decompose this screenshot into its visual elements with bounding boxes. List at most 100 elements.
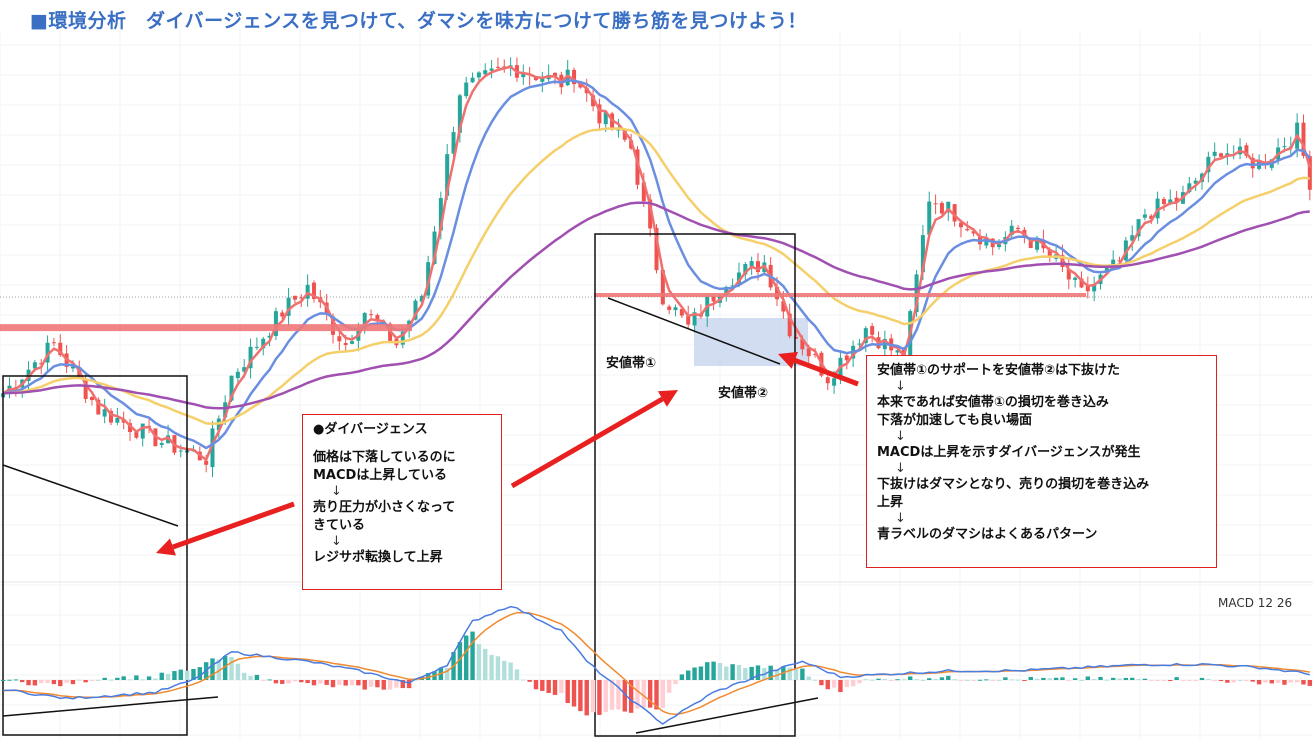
candle-body	[622, 129, 627, 140]
macd-histogram-bar	[895, 679, 900, 681]
macd-histogram-bar	[914, 679, 919, 681]
macd-histogram-bar	[45, 680, 50, 683]
candle-body	[51, 342, 56, 344]
note-line: 本来であれば安値帯①の損切を巻き込み	[877, 395, 1109, 410]
note-line: 青ラベルのダマシはよくあるパターン	[877, 527, 1098, 542]
note-line: きている	[313, 518, 366, 533]
macd-histogram-bar	[1301, 680, 1306, 685]
macd-histogram-bar	[546, 680, 551, 694]
macd-histogram-bar	[939, 677, 945, 680]
ma-mid-line	[2, 79, 1311, 450]
macd-histogram-bar	[121, 676, 126, 680]
candle-body	[109, 410, 114, 423]
macd-trendline-left	[2, 696, 219, 717]
macd-histogram-bar	[1237, 679, 1243, 681]
candle-body	[261, 338, 266, 349]
macd-histogram-bar	[717, 662, 723, 680]
macd-histogram-bar	[83, 680, 88, 683]
macd-histogram-bar	[197, 667, 203, 680]
macd-histogram-bar	[1199, 677, 1205, 680]
candle-body	[311, 282, 316, 299]
macd-histogram-bar	[483, 648, 488, 680]
macd-histogram-bar	[559, 680, 564, 693]
candle-body	[419, 295, 424, 302]
candle-body	[648, 199, 653, 229]
candle-body	[1009, 225, 1014, 235]
macd-histogram-bar	[869, 679, 875, 681]
macd-histogram-bar	[749, 666, 754, 680]
price-trendline-left	[2, 464, 179, 527]
macd-indicator-label: MACD 12 26	[1218, 596, 1293, 610]
macd-histogram-bar	[305, 680, 310, 684]
macd-histogram-bar	[356, 680, 361, 686]
macd-histogram-bar	[108, 679, 114, 681]
macd-histogram-bar	[565, 680, 570, 703]
arrow-to-left-divergence-head	[156, 538, 176, 556]
macd-histogram-bar	[1187, 680, 1192, 681]
macd-histogram-bar	[127, 679, 133, 681]
macd-histogram-bar	[1282, 680, 1287, 685]
candle-body	[96, 399, 101, 415]
macd-histogram-bar	[165, 673, 171, 680]
candle-body	[794, 337, 799, 339]
macd-histogram-bar	[184, 670, 190, 680]
macd-histogram-bar	[965, 679, 970, 681]
candle-body	[863, 328, 868, 344]
macd-histogram-bar	[1110, 677, 1116, 680]
macd-histogram-bar	[628, 680, 634, 713]
macd-histogram-bar	[267, 679, 272, 681]
candle-body	[280, 312, 285, 317]
macd-histogram-bar	[984, 679, 989, 681]
macd-histogram-bar	[888, 680, 894, 681]
candle-body	[1111, 259, 1116, 267]
macd-histogram-bar	[191, 668, 196, 680]
macd-histogram-bar	[387, 680, 393, 690]
macd-histogram-bar	[134, 675, 139, 680]
candle-body	[927, 201, 932, 235]
candle-body	[1079, 278, 1084, 288]
candle-body	[673, 307, 678, 311]
macd-histogram-bar	[527, 680, 532, 682]
macd-histogram-bar	[381, 680, 386, 690]
macd-histogram-bar	[1288, 680, 1293, 683]
macd-histogram-bar	[1269, 680, 1274, 684]
macd-histogram-bar	[394, 680, 399, 688]
macd-line	[3, 605, 1310, 725]
candle-body	[1307, 156, 1312, 190]
macd-histogram-bar	[349, 680, 355, 686]
candle-body	[813, 353, 818, 355]
macd-histogram-bar	[1060, 677, 1065, 680]
macd-histogram-bar	[343, 680, 348, 686]
candle-body	[1142, 214, 1147, 218]
candle-body	[470, 77, 475, 83]
candle-body	[686, 315, 691, 325]
arrow-from-fakeout-note-head	[778, 351, 799, 369]
candle-body	[102, 409, 107, 417]
macd-histogram-bar	[13, 679, 19, 681]
candle-body	[603, 112, 608, 125]
candle-body	[800, 338, 805, 350]
candle-body	[476, 72, 481, 78]
macd-histogram-bar	[1104, 679, 1110, 681]
candle-body	[438, 198, 443, 231]
macd-histogram-bar	[375, 680, 380, 688]
macd-histogram-bar	[793, 669, 799, 680]
macd-histogram-bar	[812, 679, 818, 681]
macd-histogram-bar	[882, 678, 888, 680]
macd-histogram-bar	[1041, 677, 1046, 680]
macd-histogram-bar	[216, 659, 222, 680]
macd-histogram-bar	[768, 665, 773, 680]
macd-histogram-bar	[0, 680, 6, 681]
candle-body	[667, 306, 672, 310]
candle-body	[495, 66, 500, 68]
candle-body	[711, 296, 716, 302]
macd-histogram-bar	[273, 680, 279, 684]
candle-body	[248, 346, 253, 369]
macd-histogram-bar	[413, 679, 418, 681]
macd-histogram-bar	[229, 656, 234, 680]
macd-histogram-bar	[990, 680, 995, 681]
note-line: レジサポ転換して上昇	[313, 550, 443, 565]
ma-fast-line	[2, 65, 1312, 462]
candle-body	[1136, 219, 1141, 237]
macd-histogram-bar	[1053, 677, 1059, 680]
